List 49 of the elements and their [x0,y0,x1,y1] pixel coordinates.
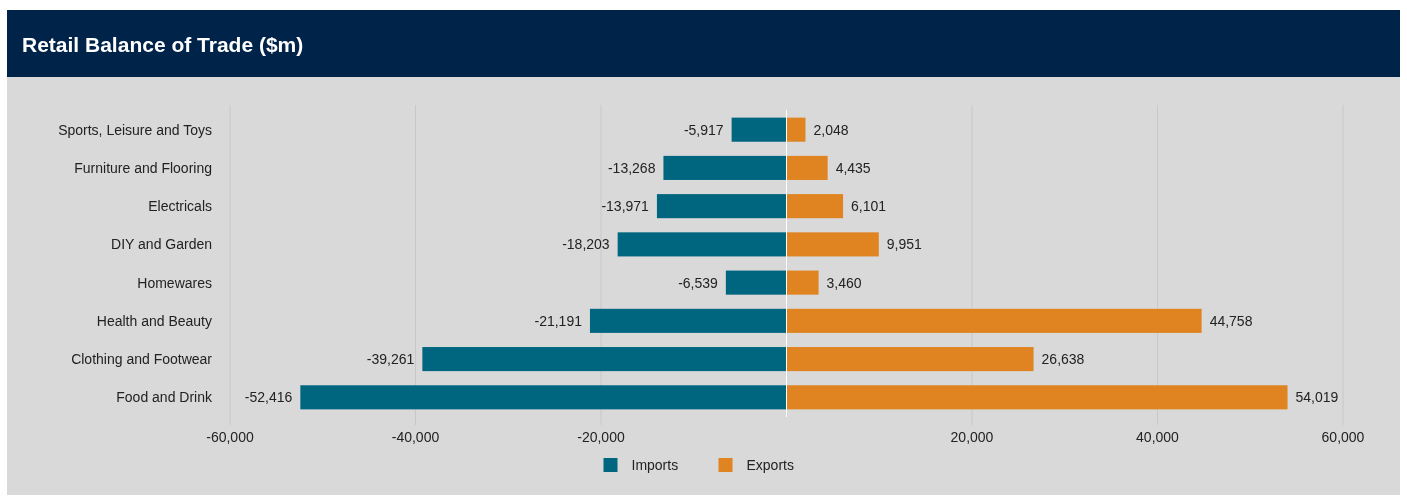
bar [786,308,1202,333]
bar [786,155,828,180]
data-label: 9,951 [886,236,923,253]
bar [786,270,819,295]
bar [786,347,1034,372]
y-tick-label: Sports, Leisure and Toys [58,121,212,138]
x-tick-label: -20,000 [577,429,625,445]
y-tick-label: Furniture and Flooring [74,159,212,176]
y-tick-label: Health and Beauty [96,312,212,329]
bar [300,385,787,410]
data-label: 2,048 [813,121,849,138]
data-label: -13,971 [601,198,650,215]
data-label: 6,101 [851,198,887,215]
data-label: 44,758 [1209,312,1253,329]
bar [786,385,1288,410]
y-tick-label: Homewares [137,274,212,291]
legend-label: Imports [631,456,679,473]
bar [617,232,787,257]
x-tick-label: -40,000 [391,429,440,445]
bar [663,155,787,180]
bar [786,194,844,219]
bar [731,117,787,142]
y-tick-label: Electricals [148,198,212,215]
data-label: 54,019 [1295,389,1339,406]
bar [725,270,787,295]
x-tick-label: 40,000 [1136,429,1180,445]
y-tick-label: DIY and Garden [111,236,212,253]
data-label: -13,268 [607,159,656,176]
y-tick-label: Clothing and Footwear [71,350,213,367]
y-tick-label: Food and Drink [116,389,213,406]
data-label: -6,539 [678,274,719,291]
legend-label: Exports [746,456,794,473]
data-label: -39,261 [366,350,415,367]
data-label: -52,416 [244,389,293,406]
bar [786,232,879,257]
bar [656,194,787,219]
x-tick-label: -60,000 [206,429,254,445]
bar [589,308,787,333]
bar [786,117,806,142]
data-label: 4,435 [835,159,871,176]
data-label: 3,460 [826,274,862,291]
data-label: 26,638 [1041,350,1085,367]
chart-title: Retail Balance of Trade ($m) [22,33,304,56]
data-label: -18,203 [562,236,610,253]
x-tick-label: 20,000 [950,429,994,445]
data-label: -5,917 [683,121,724,138]
bar [422,347,787,372]
x-tick-label: 60,000 [1321,429,1365,445]
data-label: -21,191 [534,312,583,329]
